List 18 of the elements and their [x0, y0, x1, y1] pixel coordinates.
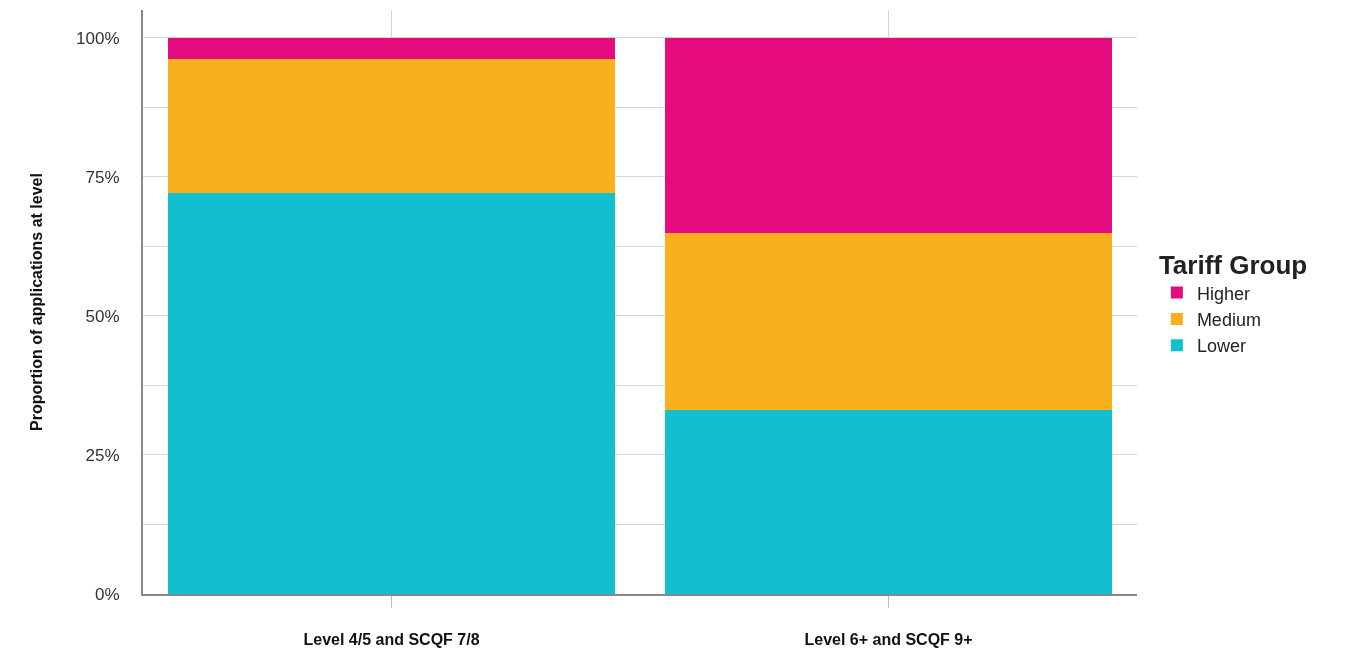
bar — [167, 37, 616, 59]
legend-title: Tariff Group — [1158, 250, 1308, 281]
x-tick-label: Level 4/5 and SCQF 7/8 — [303, 631, 480, 649]
bar — [664, 37, 1113, 234]
bar — [167, 192, 616, 594]
bar — [167, 58, 616, 193]
x-tick-label: Level 6+ and SCQF 9+ — [804, 631, 973, 649]
y-tick-label: 0% — [95, 584, 120, 604]
bar — [664, 233, 1113, 411]
y-axis-title: Proportion of applications at level — [27, 173, 45, 431]
y-tick-label: 75% — [85, 167, 120, 187]
bar — [664, 410, 1113, 594]
y-tick-label: 50% — [85, 306, 120, 326]
legend-label: Lower — [1196, 336, 1246, 357]
y-tick-label: 25% — [85, 445, 120, 465]
y-tick-label: 100% — [76, 28, 120, 48]
legend-label: Higher — [1196, 283, 1250, 304]
legend-label: Medium — [1196, 309, 1261, 330]
